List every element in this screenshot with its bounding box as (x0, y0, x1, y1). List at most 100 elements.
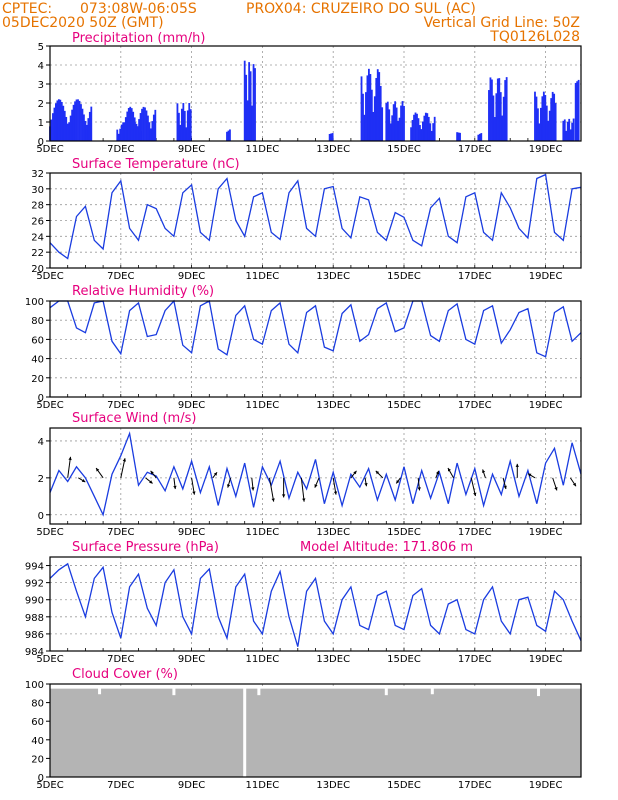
precip-bar (421, 121, 424, 141)
precip-bar (391, 115, 394, 141)
wind-xtick-label: 7DEC (107, 527, 134, 538)
humidity-xtick-label: 11DEC (246, 400, 280, 411)
precip-bar (420, 129, 423, 141)
precip-bar (362, 93, 364, 141)
wind-vector-head (417, 487, 421, 491)
precip-bar (185, 127, 188, 141)
temperature-title: Surface Temperature (nC) (72, 157, 240, 172)
precip-bar (478, 133, 481, 141)
precip-bar (538, 123, 541, 141)
precip-bar (360, 76, 363, 141)
cloud-cover-gap (384, 688, 388, 696)
precip-bar (85, 124, 88, 141)
precip-bar (182, 103, 185, 141)
precip-bar (81, 108, 84, 141)
precip-bar (429, 123, 432, 141)
cloud-xtick-label: 13DEC (316, 780, 350, 791)
precip-ytick-label: 4 (38, 61, 44, 72)
wind-ytick-label: 4 (38, 437, 44, 448)
precip-bar (189, 109, 192, 141)
precip-bar (385, 103, 388, 141)
precip-bar (389, 123, 392, 141)
cloud-cover-gap (257, 688, 261, 696)
precip-bar (378, 72, 381, 141)
precip-bar (427, 116, 430, 141)
precip-bar (367, 68, 370, 141)
cloud-cover-gap (537, 688, 541, 697)
precip-bar (501, 115, 504, 141)
pressure-xtick-label: 17DEC (458, 654, 492, 665)
precip-bar (433, 116, 436, 141)
model-altitude-annotation: Model Altitude: 171.806 m (300, 540, 473, 555)
precip-bar (568, 118, 571, 141)
precip-bar (541, 96, 544, 141)
precip-bar (563, 119, 566, 141)
wind-xtick-label: 11DEC (246, 527, 280, 538)
precip-bar (50, 119, 53, 141)
wind-vector-head (364, 482, 368, 487)
cloud-frame (49, 683, 582, 778)
precip-xtick-label: 9DEC (178, 144, 205, 155)
wind-vector-head (68, 456, 72, 461)
wind-vector-head (447, 468, 451, 472)
temperature-xtick-label: 7DEC (107, 271, 134, 282)
precip-bar (141, 108, 143, 141)
temperature-ytick-label: 24 (31, 232, 44, 243)
wind-xtick-label: 9DEC (178, 527, 205, 538)
wind-vector-head (192, 491, 196, 495)
precip-bar (252, 64, 255, 141)
precip-bar (57, 99, 60, 141)
precip-bar (132, 111, 135, 141)
precip-bar (545, 105, 548, 141)
precip-bar (424, 112, 427, 141)
precip-bar (152, 114, 155, 141)
precip-bar (60, 101, 63, 141)
precip-bar (149, 128, 152, 141)
precip-bar (571, 122, 574, 141)
precip-bar (376, 69, 379, 141)
wind-vector (67, 456, 71, 478)
precip-bar (488, 90, 490, 141)
precip-bar (489, 77, 492, 141)
precip-bar (243, 60, 246, 141)
humidity-ytick-label: 100 (25, 297, 44, 308)
pressure-title: Surface Pressure (hPa) (72, 540, 219, 555)
precip-bar (365, 92, 367, 141)
wind-vector-head (515, 463, 519, 467)
precip-bar (62, 105, 65, 141)
cloud-xtick-label: 11DEC (246, 780, 280, 791)
precip-bar (403, 105, 405, 141)
precip-bar (330, 133, 333, 141)
temperature-xtick-label: 13DEC (316, 271, 350, 282)
precip-ytick-label: 1 (38, 118, 44, 129)
cloud-title: Cloud Cover (%) (72, 667, 178, 682)
wind-vector-head (226, 484, 231, 488)
pressure-line (49, 562, 582, 647)
precip-panel: 0 1 2 3 4 5 5DEC 7DEC 9DEC 11DEC 13DEC 15DEC 17DEC 19… (36, 42, 582, 155)
precip-xtick-label: 5DEC (36, 144, 63, 155)
precip-bar (80, 104, 82, 141)
precip-bar (539, 107, 542, 141)
cloud-xtick-label: 5DEC (36, 780, 63, 791)
precip-bar (52, 113, 54, 141)
precip-ytick-label: 2 (38, 99, 44, 110)
precip-bar (135, 124, 138, 141)
header-coordinates: 073:08W-06:05S (80, 1, 197, 17)
wind-title: Surface Wind (m/s) (72, 411, 196, 426)
precip-bar (176, 103, 179, 141)
precip-bar (369, 74, 372, 141)
wind-ytick-label: 0 (38, 511, 44, 522)
temperature-xtick-label: 15DEC (387, 271, 421, 282)
wind-vector-head (473, 492, 477, 497)
precip-bar (130, 108, 133, 141)
precip-bar (400, 105, 402, 141)
temperature-ytick-label: 30 (31, 185, 44, 196)
wind-vector-head (81, 479, 86, 483)
precip-bar (180, 108, 183, 141)
cloud-cover-gap (172, 688, 176, 696)
precip-bar (129, 106, 132, 141)
precip-bar (548, 110, 551, 141)
precip-bar (398, 117, 401, 141)
precip-bar (426, 113, 429, 141)
